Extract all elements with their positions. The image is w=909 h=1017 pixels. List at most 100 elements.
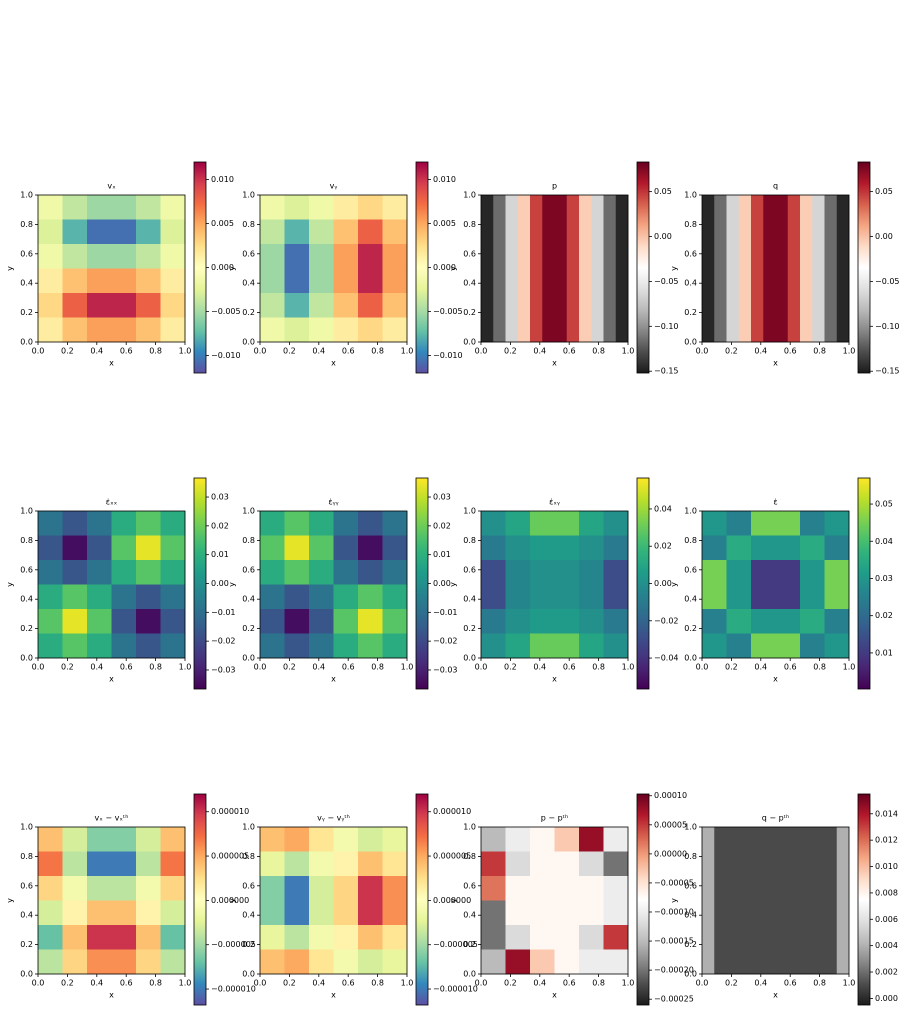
heatmap-cell: [382, 293, 408, 318]
heatmap-cell: [136, 633, 161, 659]
x-tick-label: 0.6: [784, 347, 797, 356]
heatmap-cell: [333, 244, 359, 269]
colorbar-tick-label: −0.005: [433, 307, 463, 316]
y-tick-label: 0.0: [463, 654, 476, 663]
heatmap-cell: [481, 584, 506, 610]
heatmap-cell: [554, 560, 580, 585]
heatmap-cell: [38, 195, 63, 220]
x-tick-label: 0.2: [504, 979, 517, 988]
heatmap-cell: [87, 293, 112, 318]
heatmap-cell: [603, 609, 629, 634]
heatmap-cell: [493, 195, 506, 343]
heatmap-cell: [358, 900, 383, 926]
colorbar-tick-label: 0.03: [433, 493, 451, 502]
heatmap-cell: [579, 560, 604, 585]
heatmap-cell: [787, 827, 801, 975]
y-axis-label: y: [670, 582, 679, 587]
colorbar-tick-label: 0.02: [875, 611, 893, 620]
heatmap-cell: [62, 293, 88, 318]
heatmap-cell: [309, 219, 334, 245]
x-tick-label: 0.8: [592, 663, 605, 672]
heatmap-cell: [726, 827, 740, 975]
plot-frame: [701, 826, 850, 975]
heatmap-cell: [284, 293, 310, 318]
heatmap-cell: [136, 511, 161, 536]
x-tick-label: 0.2: [61, 979, 74, 988]
x-tick-label: 0.2: [504, 663, 517, 672]
heatmap-cell: [751, 535, 776, 561]
y-tick-label: 0.6: [20, 881, 33, 890]
heatmap-cell: [579, 876, 604, 901]
heatmap-cell: [111, 293, 137, 318]
x-tick-label: 1.0: [622, 979, 635, 988]
heatmap-cell: [481, 609, 506, 634]
heatmap-cell: [603, 195, 617, 343]
x-tick-label: 0.2: [283, 979, 296, 988]
heatmap-cell: [309, 511, 334, 536]
heatmap-cell: [726, 633, 752, 659]
y-tick-label: 0.4: [463, 279, 476, 288]
colorbar: [636, 793, 650, 1006]
heatmap-cell: [111, 609, 137, 634]
y-tick-label: 0.0: [242, 970, 255, 979]
heatmap-cell: [812, 195, 825, 343]
heatmap-cell: [481, 851, 506, 877]
heatmap-cell: [603, 925, 629, 950]
heatmap-cell: [554, 195, 568, 343]
heatmap-cell: [87, 949, 112, 975]
heatmap-cell: [382, 560, 408, 585]
heatmap-cell: [309, 584, 334, 610]
heatmap-cell: [309, 268, 334, 294]
y-tick-label: 0.6: [20, 565, 33, 574]
heatmap-cell: [358, 949, 383, 975]
heatmap-cell: [284, 876, 310, 901]
heatmap-cell: [136, 195, 161, 220]
y-tick-label: 0.4: [20, 595, 33, 604]
heatmap-cell: [62, 827, 88, 852]
heatmap-cell: [136, 851, 161, 877]
y-tick-label: 0.2: [20, 308, 33, 317]
y-tick-label: 0.0: [684, 654, 697, 663]
heatmap-cell: [714, 195, 727, 343]
y-axis-label: y: [449, 582, 458, 587]
heatmap-cell: [481, 511, 506, 536]
colorbar-tick-label: 0.02: [433, 521, 451, 530]
colorbar-tick-label: −0.01: [433, 608, 458, 617]
heatmap-cell: [726, 584, 752, 610]
x-tick-label: 0.6: [784, 663, 797, 672]
panel-title: vₓ: [107, 182, 116, 191]
panel: q 0.0 0.2 0.4 0.6 0.8 1.0 0.0 0.2 0.4 0.6 0.8 1.0 x y 0…: [670, 161, 900, 376]
heatmap-cell: [136, 609, 161, 634]
colorbar-tick-label: 0.00: [654, 579, 672, 588]
heatmap-cell: [530, 560, 555, 585]
colorbar-tick-label: 0.02: [211, 521, 229, 530]
panel: vₓ − vₓᵗʰ 0.0 0.2 0.4 0.6 0.8 1.0 0.0 0.2 0.4 0.6 0…: [6, 793, 256, 1006]
heatmap-cell: [702, 511, 727, 536]
heatmap-cell: [62, 535, 88, 561]
x-tick-label: 0.2: [61, 663, 74, 672]
colorbar: [415, 477, 429, 690]
heatmap-cell: [824, 511, 850, 536]
heatmap-cell: [333, 633, 359, 659]
heatmap-cell: [702, 195, 715, 343]
y-axis-label: y: [449, 266, 458, 271]
heatmap-cell: [824, 560, 850, 585]
colorbar: [415, 793, 429, 1006]
y-axis-label: y: [6, 582, 15, 587]
heatmap-cell: [38, 219, 63, 245]
heatmap-cell: [62, 511, 88, 536]
y-tick-label: 0.4: [242, 279, 255, 288]
plot-frame: [259, 826, 408, 975]
heatmap-cell: [358, 293, 383, 318]
heatmap-cell: [358, 511, 383, 536]
heatmap-cell: [382, 244, 408, 269]
heatmap-cell: [87, 900, 112, 926]
panel-title: vᵧ − vᵧᵗʰ: [317, 814, 350, 823]
heatmap-cell: [111, 511, 137, 536]
x-tick-label: 0.2: [283, 663, 296, 672]
panel-title: ε̇ₓₓ: [106, 497, 118, 506]
heatmap-cell: [160, 560, 186, 585]
heatmap-cell: [87, 609, 112, 634]
x-tick-label: 0.2: [504, 347, 517, 356]
x-tick-label: 0.0: [254, 347, 267, 356]
